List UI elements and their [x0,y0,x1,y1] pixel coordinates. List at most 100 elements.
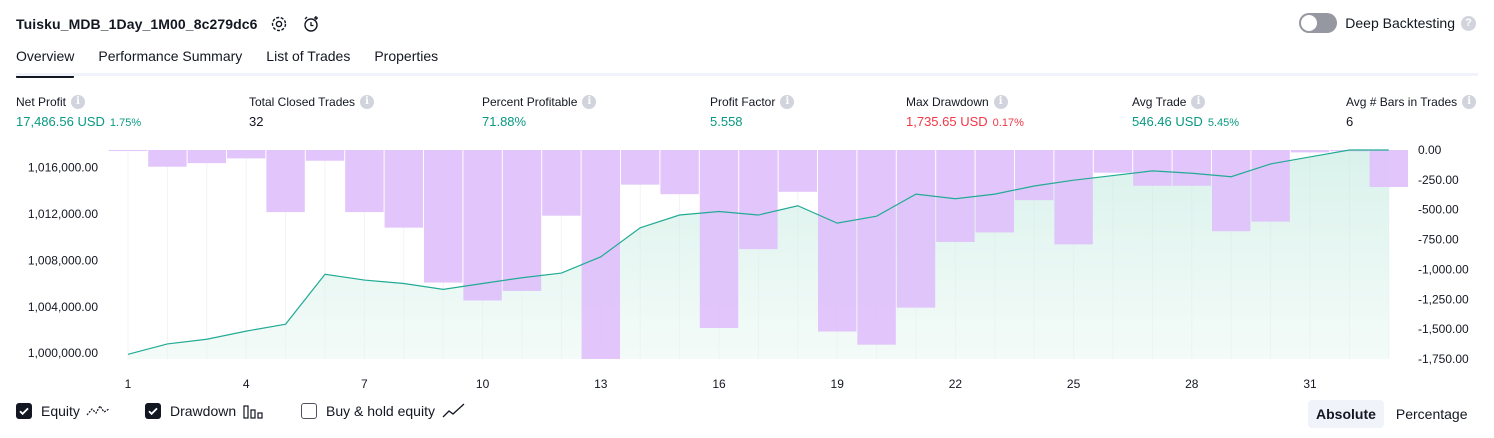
deep-backtesting-toggle[interactable] [1299,13,1338,33]
metric-label: Max Drawdown [906,94,989,109]
info-icon[interactable]: i [360,94,375,109]
metric-label: Net Profit [16,94,67,109]
info-icon[interactable]: i [1191,94,1206,109]
y-right-tick-label: 0.00 [1418,143,1442,157]
x-tick-label: 25 [1067,377,1081,391]
metric-value: 5.558 [710,114,743,129]
y-right-tick-label: -500.00 [1418,203,1459,217]
absolute-button[interactable]: Absolute [1308,400,1384,428]
y-left-tick-label: 1,004,000.00 [28,300,98,314]
equity-label: Equity [41,403,80,419]
drawdown-bar [1054,150,1093,245]
legend-buy-hold-equity[interactable]: Buy & hold equity [301,403,466,419]
x-tick-label: 4 [243,377,250,391]
x-tick-label: 7 [361,377,368,391]
drawdown-bars-icon [243,403,265,419]
metric-avg-trade: Avg Trade i 546.46 USD 5.45% [1132,93,1239,129]
tab-properties[interactable]: Properties [374,48,439,64]
drawdown-bar [1015,150,1054,201]
metric-total-closed-trades: Total Closed Trades i 32 [249,93,375,129]
buy-hold-line-icon [442,403,466,419]
drawdown-checkbox[interactable] [145,403,161,419]
y-right-tick-label: -750.00 [1418,233,1459,247]
y-right-tick-label: -1,750.00 [1418,352,1469,366]
strategy-title: Tuisku_MDB_1Day_1M00_8c279dc6 [16,16,258,32]
metric-percent: 0.17% [992,117,1024,129]
x-tick-label: 16 [712,377,726,391]
y-right-tick-label: -1,500.00 [1418,322,1469,336]
drawdown-bar [1093,150,1133,173]
legend-drawdown[interactable]: Drawdown [145,403,265,419]
drawdown-bar [424,150,463,283]
tab-list-of-trades[interactable]: List of Trades [266,48,351,64]
metric-percent: 5.45% [1207,117,1240,129]
metric-profit-factor: Profit Factor i 5.558 [710,93,795,129]
info-icon[interactable]: i [993,94,1008,109]
metric-value: 1,735.65 USD [906,114,988,129]
buy-hold-checkbox[interactable] [301,403,317,419]
x-tick-label: 22 [949,377,963,391]
drawdown-bar [699,150,739,328]
deep-backtesting-label: Deep Backtesting [1345,15,1455,31]
drawdown-bar [187,150,226,164]
y-right-tick-label: -250.00 [1418,173,1459,187]
metric-value: 32 [249,114,264,129]
percentage-button[interactable]: Percentage [1395,406,1468,422]
drawdown-bar [305,150,345,161]
y-left-tick-label: 1,016,000.00 [28,160,98,174]
tab-performance-summary[interactable]: Performance Summary [98,48,243,64]
deep-backtesting: Deep Backtesting ? [1299,13,1476,33]
tab-divider [16,73,1478,76]
drawdown-bar [739,150,778,250]
equity-line-icon [86,403,110,419]
y-left-tick-label: 1,008,000.00 [28,253,98,267]
metric-label: Total Closed Trades [249,94,356,109]
drawdown-bar [227,150,266,159]
metric-avg-bars-in-trades: Avg # Bars in Trades i 6 [1346,93,1477,129]
metric-value: 546.46 USD [1132,114,1203,129]
settings-icon[interactable] [268,13,290,35]
y-left-tick-label: 1,000,000.00 [28,346,98,360]
info-icon[interactable]: i [1462,94,1477,109]
metric-value: 71.88% [482,114,527,129]
legend-equity[interactable]: Equity [16,403,110,419]
drawdown-bar [108,150,148,151]
toggle-knob [1301,15,1318,31]
metric-label: Percent Profitable [482,94,578,109]
x-tick-label: 1 [125,377,132,391]
drawdown-bar [936,150,975,242]
info-icon[interactable]: i [71,94,86,109]
drawdown-bar [857,150,896,345]
tab-overview[interactable]: Overview [16,48,75,78]
metric-value: 6 [1346,114,1354,129]
y-left-tick-label: 1,012,000.00 [28,207,98,221]
y-right-tick-label: -1,000.00 [1418,262,1469,276]
x-tick-label: 10 [476,377,490,391]
drawdown-label: Drawdown [170,403,237,419]
drawdown-bar [660,150,699,195]
drawdown-bar [581,150,620,359]
drawdown-bar [502,150,542,291]
tab-bar: Overview Performance Summary List of Tra… [16,48,462,78]
buy-hold-label: Buy & hold equity [326,403,435,419]
drawdown-bar [1290,150,1330,153]
drawdown-bar [266,150,305,213]
y-right-tick-label: -1,250.00 [1418,292,1469,306]
x-tick-label: 19 [831,377,845,391]
display-mode-switch: Absolute Percentage [1308,400,1476,428]
metric-label: Profit Factor [710,94,776,109]
metric-value: 17,486.56 USD [16,114,105,129]
drawdown-bar [818,150,857,332]
equity-checkbox[interactable] [16,403,32,419]
drawdown-bar [1133,150,1172,186]
drawdown-bar [345,150,384,213]
info-icon[interactable]: i [780,94,795,109]
drawdown-bar [1251,150,1290,222]
add-alert-icon[interactable] [300,13,322,35]
help-icon[interactable]: ? [1461,15,1476,31]
metric-percent-profitable: Percent Profitable i 71.88% [482,93,597,129]
drawdown-bar [1212,150,1251,232]
metric-max-drawdown: Max Drawdown i 1,735.65 USD 0.17% [906,93,1024,129]
info-icon[interactable]: i [582,94,597,109]
